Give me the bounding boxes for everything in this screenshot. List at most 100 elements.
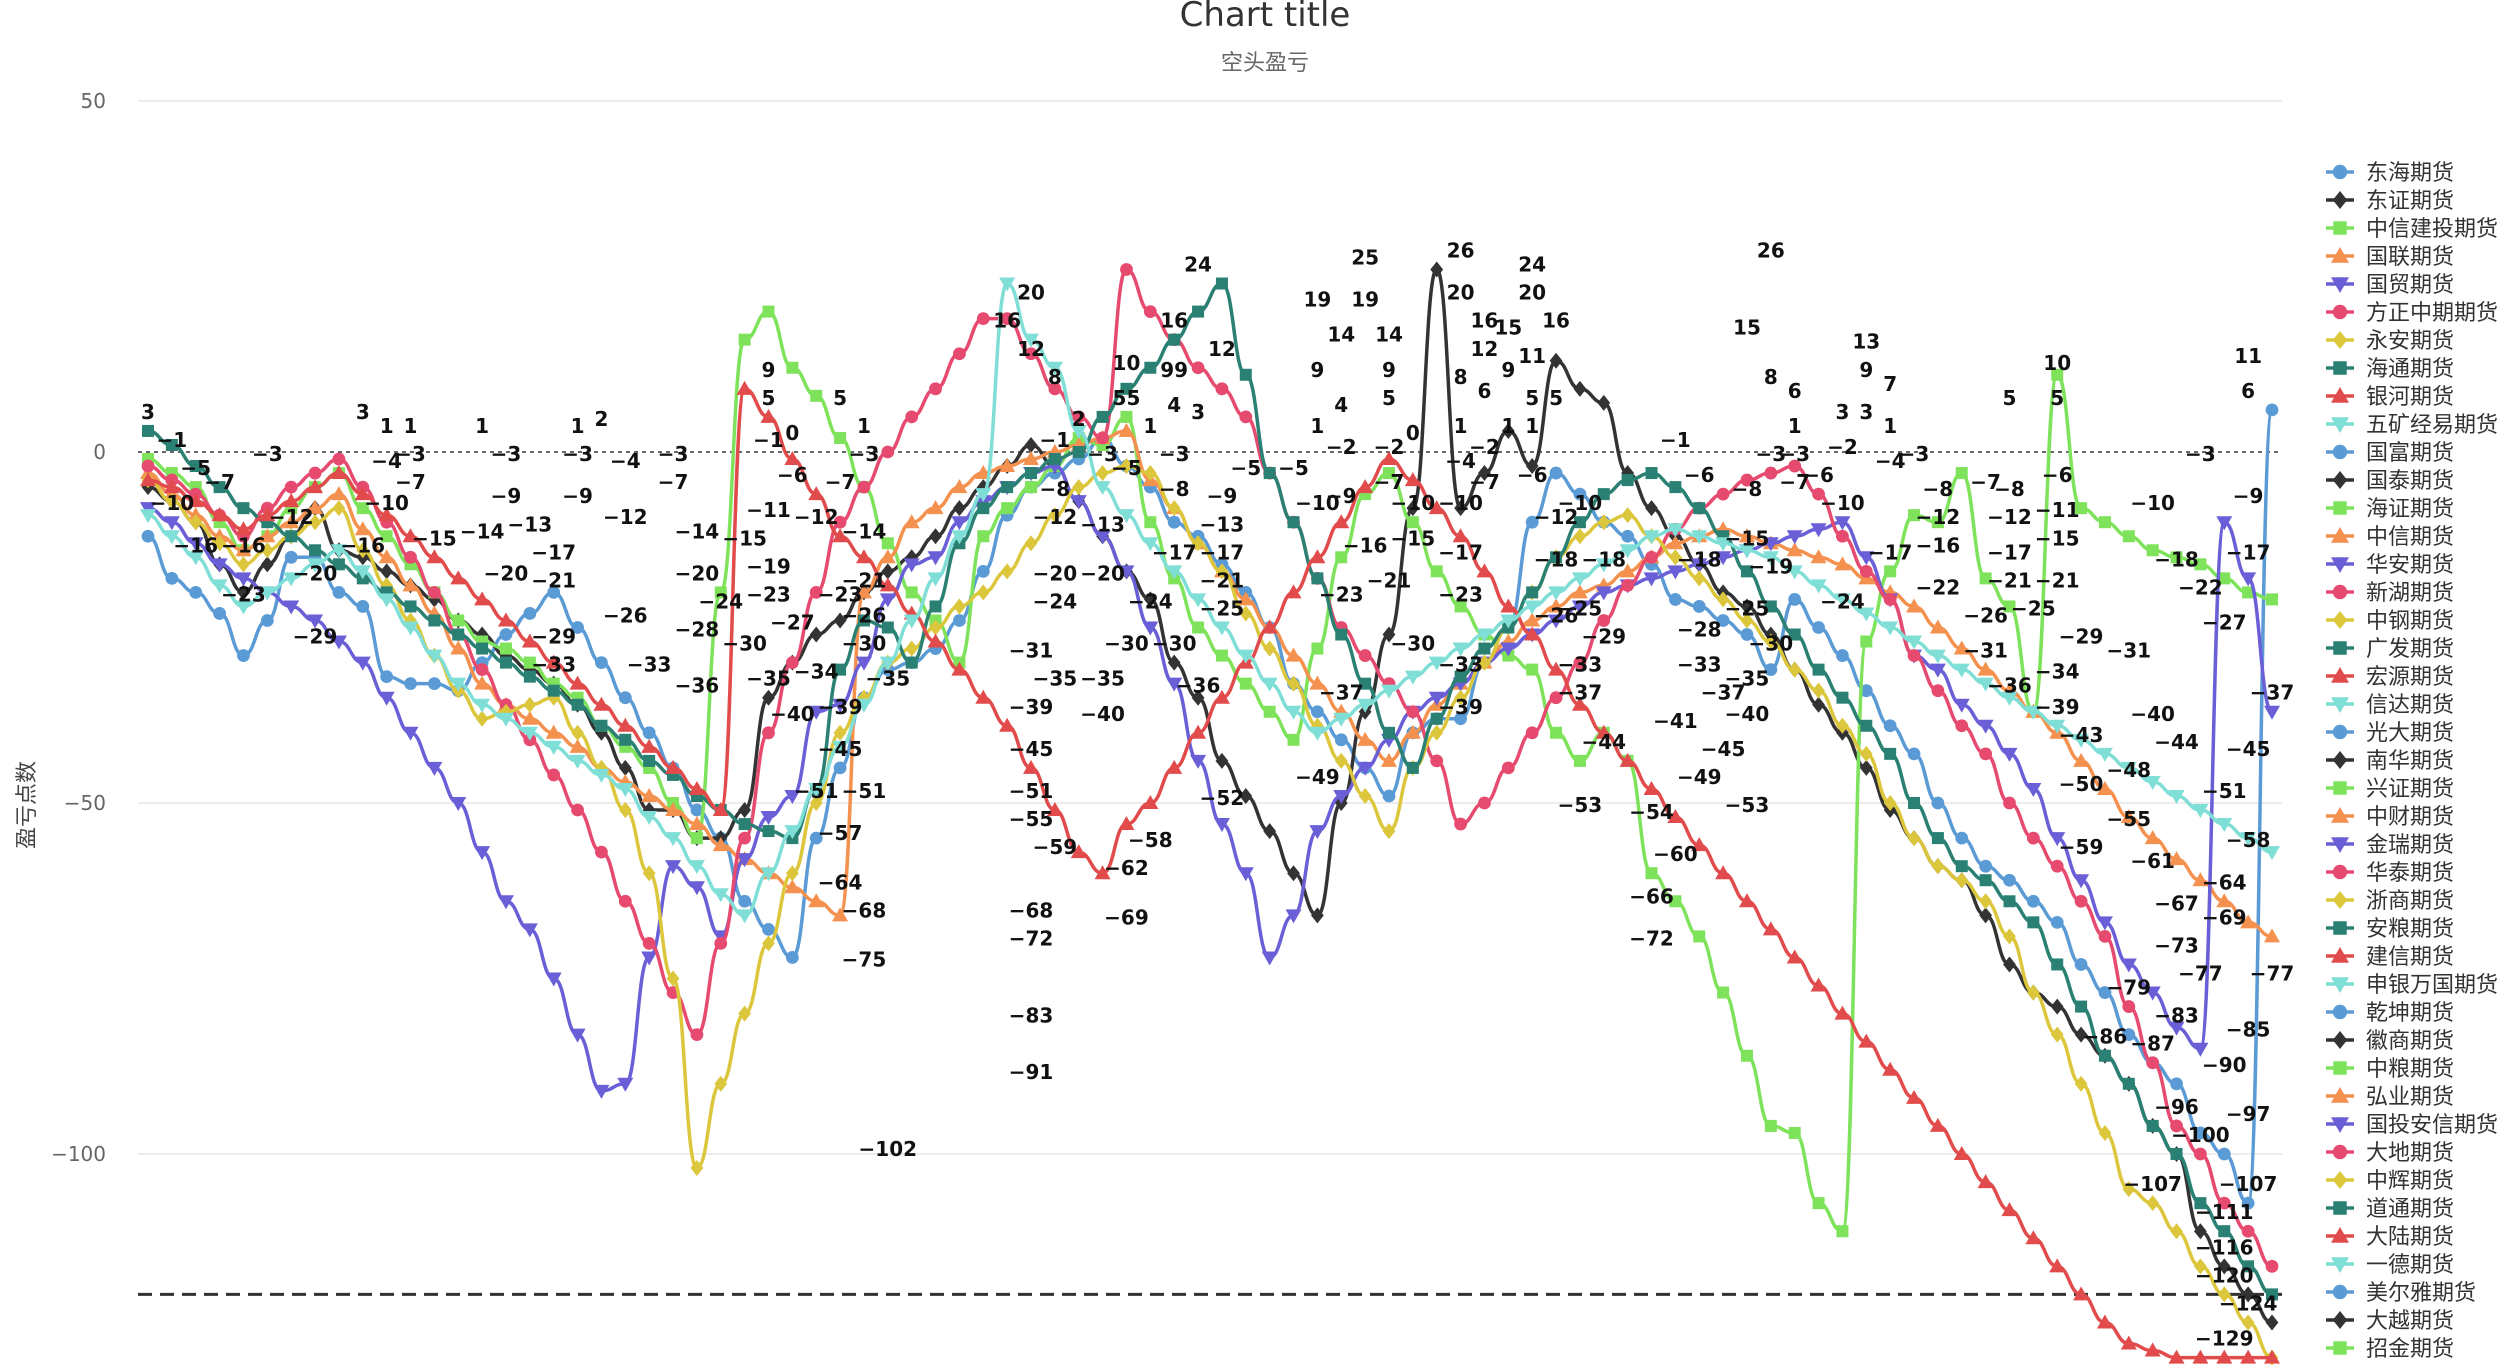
legend-item[interactable]: 金瑞期货 — [2326, 833, 2454, 858]
data-point — [1621, 578, 1635, 592]
legend-item[interactable]: 华安期货 — [2326, 553, 2454, 578]
data-point — [2146, 1195, 2160, 1212]
legend-item[interactable]: 弘业期货 — [2326, 1085, 2454, 1110]
data-label: −14 — [675, 519, 720, 543]
data-label: −40 — [1080, 702, 1125, 726]
data-point — [1310, 705, 1324, 719]
legend-label: 信达期货 — [2366, 693, 2454, 718]
legend-item[interactable]: 中钢期货 — [2326, 609, 2454, 634]
data-point — [1884, 565, 1897, 578]
data-point — [1025, 467, 1038, 480]
data-label: −91 — [1009, 1060, 1054, 1084]
data-point — [1549, 352, 1563, 369]
data-label: 26 — [1757, 238, 1785, 262]
legend-item[interactable]: 南华期货 — [2326, 749, 2454, 774]
data-point — [690, 803, 704, 817]
legend-item[interactable]: 银河期货 — [2326, 385, 2454, 410]
legend-item[interactable]: 永安期货 — [2326, 329, 2454, 354]
legend-item[interactable]: 中粮期货 — [2326, 1057, 2454, 1082]
legend-item[interactable]: 新湖期货 — [2326, 581, 2454, 606]
data-point — [1907, 747, 1921, 761]
data-point — [2218, 1225, 2231, 1238]
legend-item[interactable]: 建信期货 — [2326, 945, 2454, 970]
legend-item[interactable]: 大陆期货 — [2326, 1225, 2454, 1250]
data-point — [1740, 628, 1754, 641]
legend-item[interactable]: 国联期货 — [2326, 245, 2454, 270]
legend-item[interactable]: 广发期货 — [2326, 637, 2454, 662]
legend-label: 中粮期货 — [2366, 1057, 2454, 1082]
legend-item[interactable]: 徽商期货 — [2326, 1029, 2454, 1054]
data-point — [1812, 621, 1825, 634]
legend-item[interactable]: 中辉期货 — [2326, 1169, 2454, 1194]
legend-item[interactable]: 大地期货 — [2326, 1141, 2454, 1166]
legend-item[interactable]: 信达期货 — [2326, 693, 2454, 718]
data-point — [2098, 516, 2111, 529]
data-point — [714, 586, 727, 599]
legend-item[interactable]: 中信建投期货 — [2326, 217, 2498, 242]
legend-marker — [2332, 751, 2348, 769]
data-label: −9 — [2233, 484, 2264, 508]
data-label: −4 — [1445, 449, 1476, 473]
data-point — [163, 479, 180, 494]
legend-item[interactable]: 招金期货 — [2326, 1337, 2454, 1362]
data-label: −6 — [1517, 463, 1548, 487]
data-point — [953, 500, 966, 517]
data-label: 6 — [1477, 379, 1491, 403]
data-point — [1454, 600, 1467, 613]
legend-item[interactable]: 东海期货 — [2326, 161, 2454, 186]
legend-marker — [2331, 1257, 2349, 1273]
legend-item[interactable]: 国富期货 — [2326, 441, 2454, 466]
legend-marker — [2331, 837, 2349, 853]
legend-item[interactable]: 海通期货 — [2326, 357, 2454, 382]
legend-item[interactable]: 海证期货 — [2326, 497, 2454, 522]
data-label: −7 — [1970, 470, 2001, 494]
data-point — [2241, 1314, 2255, 1331]
legend-item[interactable]: 申银万国期货 — [2326, 973, 2498, 998]
data-point — [1788, 593, 1802, 606]
data-label: −23 — [221, 582, 266, 606]
legend-item[interactable]: 国泰期货 — [2326, 469, 2454, 494]
data-point — [927, 572, 944, 587]
legend-item[interactable]: 大越期货 — [2326, 1309, 2454, 1334]
data-point — [1501, 422, 1515, 439]
data-label: −120 — [2195, 1263, 2254, 1287]
data-label: −6 — [1684, 463, 1715, 487]
data-point — [1215, 752, 1229, 769]
data-point — [235, 600, 252, 615]
legend-item[interactable]: 安粮期货 — [2326, 917, 2454, 942]
legend-item[interactable]: 浙商期货 — [2326, 889, 2454, 914]
legend-label: 华泰期货 — [2366, 861, 2454, 886]
legend-item[interactable]: 华泰期货 — [2326, 861, 2454, 886]
legend-label: 弘业期货 — [2366, 1085, 2454, 1110]
legend-item[interactable]: 兴证期货 — [2326, 777, 2454, 802]
legend-item[interactable]: 方正中期期货 — [2326, 301, 2498, 326]
data-label: −7 — [658, 470, 689, 494]
data-point — [2192, 1349, 2209, 1364]
legend-item[interactable]: 道通期货 — [2326, 1197, 2454, 1222]
data-point — [426, 649, 443, 664]
data-label: −12 — [1534, 505, 1579, 529]
legend-item[interactable]: 国贸期货 — [2326, 273, 2454, 298]
legend-item[interactable]: 东证期货 — [2326, 189, 2454, 214]
data-label: −55 — [2107, 807, 2152, 831]
legend-label: 申银万国期货 — [2366, 973, 2498, 998]
legend-marker — [2332, 891, 2348, 909]
data-point — [1979, 907, 1993, 924]
data-label: 3 — [1191, 400, 1205, 424]
legend-label: 东证期货 — [2366, 189, 2454, 214]
data-point — [1334, 733, 1348, 747]
legend-item[interactable]: 光大期货 — [2326, 721, 2454, 746]
legend-item[interactable]: 五矿经易期货 — [2326, 413, 2498, 438]
legend-item[interactable]: 美尔雅期货 — [2326, 1281, 2476, 1306]
legend-item[interactable]: 宏源期货 — [2326, 665, 2454, 690]
legend-item[interactable]: 国投安信期货 — [2326, 1113, 2498, 1138]
data-point — [1597, 488, 1610, 501]
legend-item[interactable]: 一德期货 — [2326, 1253, 2454, 1278]
legend-item[interactable]: 中信期货 — [2326, 525, 2454, 550]
data-point — [2003, 895, 2016, 908]
data-label: −58 — [2226, 828, 2271, 852]
legend-item[interactable]: 乾坤期货 — [2326, 1001, 2454, 1026]
data-point — [2192, 872, 2209, 887]
legend-item[interactable]: 中财期货 — [2326, 805, 2454, 830]
data-label: −2 — [1326, 435, 1357, 459]
